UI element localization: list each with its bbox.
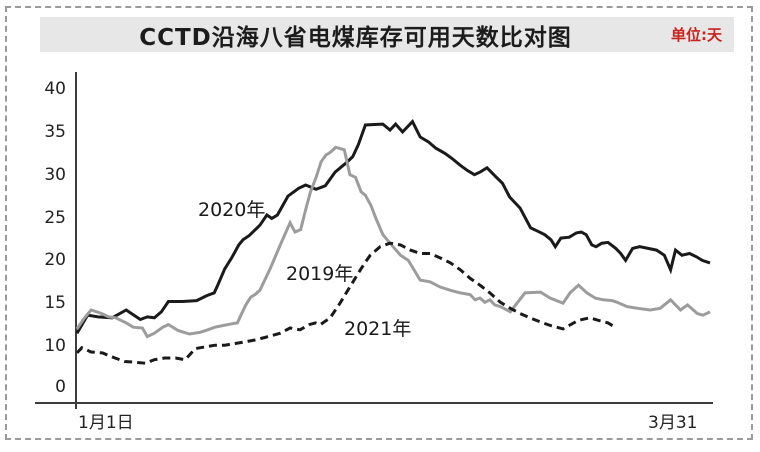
y-tick-35: 35 [44,121,66,142]
series-line-2019 [75,145,711,339]
y-tick-40: 40 [44,79,66,100]
y-tick-15: 15 [44,293,66,314]
y-tick-30: 30 [44,164,66,185]
title-bar: CCTD沿海八省电煤库存可用天数比对图 单位:天 [40,17,734,52]
series-line-2021 [75,241,616,365]
y-tick-0: 0 [55,377,66,397]
series-label-2019: 2019年 [286,263,354,285]
y-tick-20: 20 [44,250,66,271]
unit-label: 单位:天 [671,26,722,44]
x-axis-end-label: 3月31 [648,413,698,433]
x-axis-start-label: 1月1日 [78,413,134,433]
chart-title: CCTD沿海八省电煤库存可用天数比对图 [139,24,572,51]
series-line-2020 [75,119,711,334]
series-label-2021: 2021年 [344,318,412,340]
y-tick-10: 10 [44,336,66,357]
y-tick-25: 25 [44,207,66,228]
series-label-2020: 2020年 [198,199,266,221]
